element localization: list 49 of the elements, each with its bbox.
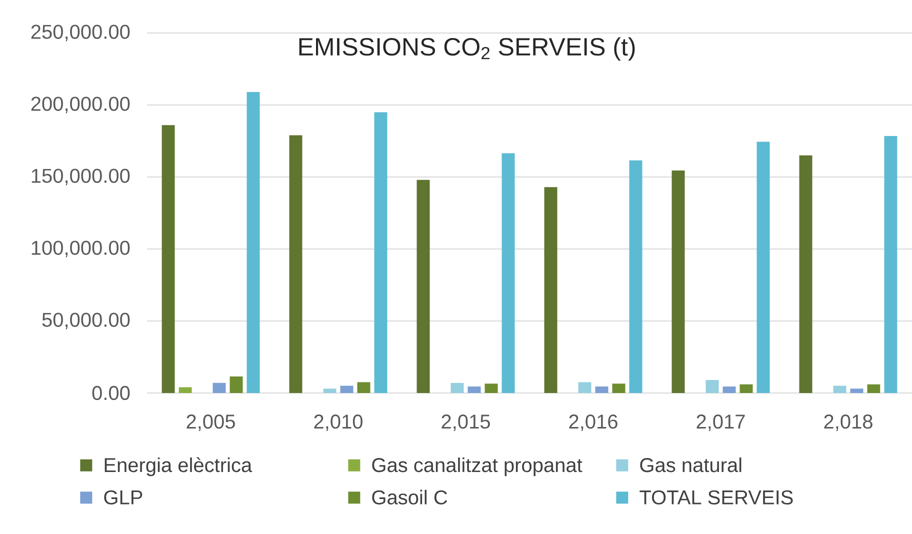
bar (867, 384, 880, 393)
bar (756, 142, 770, 393)
y-tick-label: 250,000.00 (31, 24, 130, 42)
bar (706, 380, 719, 393)
bar (484, 384, 498, 393)
bar (374, 112, 388, 393)
bar (578, 382, 592, 393)
bar (833, 386, 846, 393)
bar (340, 386, 354, 393)
bar (629, 160, 642, 393)
bar (468, 386, 481, 393)
y-tick-label: 50,000.00 (42, 312, 130, 330)
bar (246, 92, 260, 393)
y-tick-label: 100,000.00 (32, 240, 130, 258)
bar (672, 170, 685, 393)
legend-label: Energia elèctrica (104, 457, 252, 476)
bar (162, 125, 175, 393)
chart-title: EMISSIONS CO$_{2}$ SERVEIS (t) (299, 37, 635, 61)
bar (212, 382, 226, 393)
x-tick-label: 2,005 (186, 414, 235, 432)
bar (544, 187, 558, 393)
bar (357, 382, 370, 393)
x-tick-label: 2,018 (824, 414, 872, 432)
bar (740, 384, 753, 393)
bar (722, 386, 736, 393)
bar (289, 135, 302, 393)
bar (850, 388, 864, 393)
bar (323, 388, 336, 393)
bar (450, 382, 464, 393)
bar (416, 180, 430, 393)
legend-label: Gas canalitzat propanat (372, 458, 582, 476)
y-tick-label: 0.00 (92, 386, 130, 400)
x-tick-label: 2,017 (696, 414, 745, 432)
bar (178, 387, 192, 393)
bar (884, 136, 898, 393)
bar (502, 153, 515, 393)
y-tick-label: 200,000.00 (31, 96, 130, 114)
legend-label: Gas natural (640, 458, 742, 472)
bar (595, 386, 608, 393)
bar (230, 376, 243, 393)
x-tick-label: 2,010 (314, 414, 362, 432)
x-tick-label: 2,015 (442, 414, 490, 432)
y-tick-label: 150,000.00 (32, 168, 130, 186)
x-tick-label: 2,016 (569, 414, 618, 432)
legend-label: GLP (104, 490, 142, 504)
bar (799, 155, 812, 393)
legend-label: TOTAL SERVEIS (640, 490, 793, 504)
bar (612, 384, 626, 393)
legend-label: Gasoil C (372, 490, 448, 504)
